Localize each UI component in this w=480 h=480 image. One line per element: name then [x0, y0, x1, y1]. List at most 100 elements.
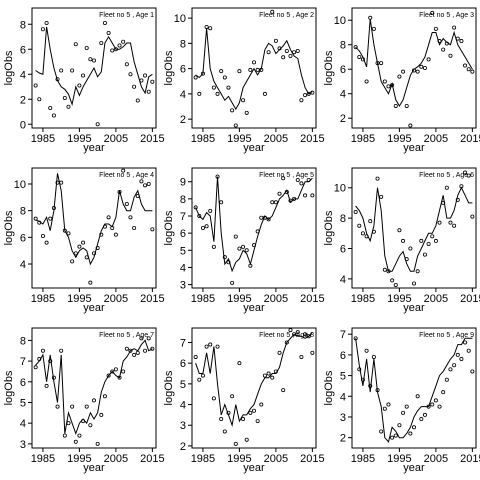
y-tick-label: 2: [180, 441, 186, 453]
data-point: [95, 122, 100, 127]
data-point: [270, 9, 275, 14]
y-axis-label: logObs: [3, 50, 15, 85]
data-point: [273, 200, 278, 205]
x-tick-label: 1985: [351, 293, 375, 305]
data-point: [121, 369, 126, 374]
data-point: [368, 15, 373, 20]
data-point: [455, 36, 460, 41]
y-tick-label: 2: [180, 114, 186, 126]
data-point: [204, 224, 209, 229]
data-point: [215, 174, 220, 179]
y-tick-label: 8: [180, 38, 186, 50]
data-point: [132, 225, 137, 230]
x-tick-label: 1985: [351, 133, 375, 145]
data-point: [84, 404, 89, 409]
data-point: [59, 348, 64, 353]
data-point: [259, 215, 264, 220]
x-tick-label: 2005: [104, 293, 128, 305]
data-point: [295, 48, 300, 53]
data-point: [40, 233, 45, 238]
data-point: [284, 340, 289, 345]
y-tick-label: 4: [20, 418, 26, 430]
data-point: [452, 25, 457, 30]
data-point: [88, 57, 93, 62]
data-point: [433, 398, 438, 403]
data-point: [401, 410, 406, 415]
data-point: [135, 193, 140, 198]
plot-frame: [191, 167, 317, 289]
data-point: [288, 54, 293, 59]
data-point: [299, 354, 304, 359]
data-point: [379, 61, 384, 66]
fitted-line: [195, 331, 313, 428]
y-tick-label: 8: [20, 206, 26, 218]
data-point: [371, 354, 376, 359]
data-point: [66, 104, 71, 109]
data-point: [404, 404, 409, 409]
data-point: [448, 220, 453, 225]
data-point: [386, 269, 391, 274]
y-axis-label: logObs: [163, 210, 175, 245]
data-point: [371, 229, 376, 234]
x-tick-label: 1985: [31, 133, 55, 145]
data-point: [92, 251, 97, 256]
data-point: [150, 79, 155, 84]
data-point: [303, 332, 308, 337]
y-axis-label: logObs: [163, 50, 175, 85]
data-point: [211, 85, 216, 90]
data-point: [393, 282, 398, 287]
data-point: [237, 246, 242, 251]
fitted-line: [195, 176, 313, 273]
data-point: [139, 336, 144, 341]
x-tick-label: 2005: [104, 453, 128, 465]
x-tick-label: 2005: [104, 133, 128, 145]
panel-title: Fleet no 5 , Age 5: [259, 172, 314, 179]
data-point: [306, 91, 311, 96]
data-point: [375, 388, 380, 393]
y-tick-label: 8: [180, 194, 186, 206]
x-tick-label: 1995: [387, 453, 411, 465]
data-point: [408, 246, 413, 251]
x-tick-label: 1995: [67, 133, 91, 145]
data-point: [121, 168, 126, 173]
data-point: [37, 357, 42, 362]
data-point: [259, 402, 264, 407]
data-point: [452, 223, 457, 228]
data-point: [233, 234, 238, 239]
data-point: [419, 417, 424, 422]
data-point: [244, 110, 249, 115]
data-point: [270, 375, 275, 380]
y-tick-label: 6: [180, 228, 186, 240]
data-point: [248, 67, 253, 72]
x-tick-label: 1985: [191, 133, 215, 145]
data-point: [92, 398, 97, 403]
plot-frame: [191, 327, 317, 449]
plot-frame: [351, 327, 477, 449]
y-tick-label: 6: [340, 244, 346, 256]
data-point: [288, 198, 293, 203]
data-point: [422, 66, 427, 71]
y-tick-label: 6: [180, 358, 186, 370]
y-tick-label: 7: [340, 329, 346, 341]
data-point: [306, 334, 311, 339]
data-point: [353, 210, 358, 215]
data-point: [288, 328, 293, 333]
data-point: [48, 106, 53, 111]
data-point: [146, 336, 151, 341]
data-point: [208, 208, 213, 213]
data-point: [404, 103, 409, 108]
y-tick-label: 6: [340, 64, 346, 76]
data-point: [204, 24, 209, 29]
data-point: [466, 173, 471, 178]
data-point: [59, 180, 64, 185]
data-point: [55, 77, 60, 82]
x-tick-label: 2015: [140, 133, 164, 145]
data-point: [66, 421, 71, 426]
data-point: [277, 191, 282, 196]
data-point: [459, 39, 464, 44]
data-point: [51, 375, 56, 380]
y-tick-label: 6: [20, 377, 26, 389]
fitted-line: [355, 186, 473, 272]
data-point: [81, 240, 86, 245]
data-point: [273, 369, 278, 374]
